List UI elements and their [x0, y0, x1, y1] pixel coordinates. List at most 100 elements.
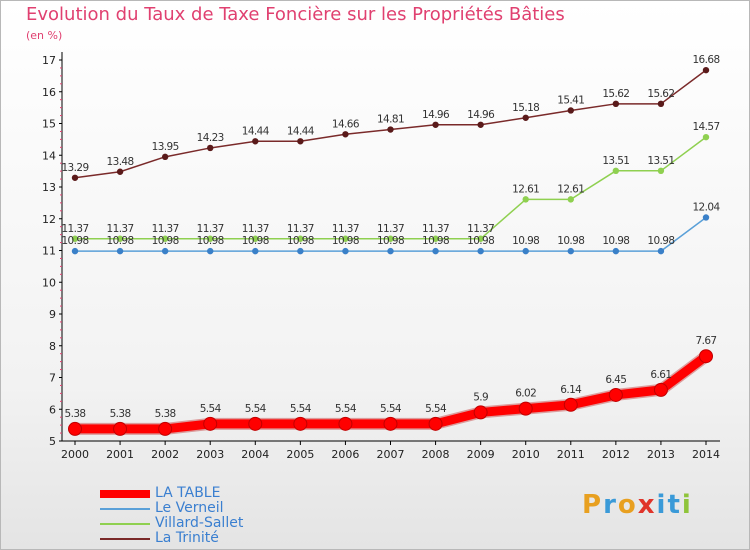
data-label-villard-sallet: 13.51	[602, 155, 629, 167]
data-point-la-trinit-	[162, 154, 168, 160]
x-tick-label: 2006	[331, 448, 359, 461]
legend-label-villard-sallet: Villard-Sallet	[155, 515, 243, 531]
data-point-la-trinit-	[117, 169, 123, 175]
x-tick-label: 2008	[422, 448, 450, 461]
data-label-villard-sallet: 11.37	[242, 223, 269, 235]
data-label-la-table: 5.54	[200, 403, 222, 415]
data-label-la-trinit-: 13.95	[152, 141, 179, 153]
data-point-la-trinit-	[703, 67, 709, 73]
data-point-villard-sallet	[703, 134, 709, 140]
data-label-le-verneil: 10.98	[197, 235, 224, 247]
y-tick-label: 13	[42, 181, 56, 194]
data-label-la-table: 5.38	[155, 408, 176, 420]
data-label-le-verneil: 10.98	[647, 235, 674, 247]
y-tick-label: 17	[42, 54, 56, 67]
data-label-la-table: 5.54	[335, 403, 357, 415]
logo-letter: P	[582, 490, 603, 520]
y-tick-label: 7	[49, 372, 56, 385]
data-label-villard-sallet: 12.61	[557, 183, 584, 195]
x-tick-label: 2011	[557, 448, 585, 461]
data-label-la-table: 6.14	[560, 384, 582, 396]
data-label-le-verneil: 10.98	[602, 235, 629, 247]
data-label-la-table: 6.45	[605, 374, 626, 386]
data-label-villard-sallet: 11.37	[152, 223, 179, 235]
logo-letter: o	[618, 490, 638, 520]
logo-letter: x	[638, 490, 657, 520]
data-label-la-trinit-: 14.44	[287, 125, 315, 137]
data-point-la-table	[654, 383, 667, 396]
data-label-villard-sallet: 11.37	[467, 223, 494, 235]
logo-letter: t	[667, 490, 681, 520]
data-label-villard-sallet: 11.37	[377, 223, 404, 235]
data-point-la-table	[114, 422, 127, 435]
data-point-le-verneil	[477, 248, 483, 254]
logo-letter: i	[682, 490, 693, 520]
logo-letter: r	[603, 490, 618, 520]
data-label-la-trinit-: 16.68	[692, 54, 719, 66]
data-label-la-trinit-: 14.66	[332, 118, 360, 130]
data-point-la-table	[700, 350, 713, 363]
data-point-le-verneil	[72, 248, 78, 254]
data-label-villard-sallet: 12.61	[512, 183, 539, 195]
data-label-la-trinit-: 13.29	[61, 162, 88, 174]
data-point-le-verneil	[387, 248, 393, 254]
legend-swatch-le-verneil	[100, 508, 150, 510]
data-point-la-table	[474, 406, 487, 419]
data-label-le-verneil: 10.98	[61, 235, 88, 247]
y-tick-label: 11	[42, 245, 56, 258]
data-point-la-table	[159, 422, 172, 435]
data-point-le-verneil	[162, 248, 168, 254]
data-point-la-trinit-	[568, 107, 574, 113]
x-tick-label: 2010	[512, 448, 540, 461]
data-point-la-trinit-	[342, 131, 348, 137]
line-chart: 5678910111213141516172000 2001 2002 2003 200…	[0, 0, 750, 550]
data-point-la-trinit-	[477, 122, 483, 128]
data-label-la-trinit-: 14.81	[377, 114, 404, 126]
data-label-la-table: 5.54	[245, 403, 267, 415]
data-point-la-table	[429, 417, 442, 430]
data-label-la-trinit-: 15.18	[512, 102, 539, 114]
data-label-le-verneil: 10.98	[287, 235, 314, 247]
legend-label-la-trinite: La Trinité	[155, 530, 219, 546]
x-tick-label: 2000	[61, 448, 89, 461]
data-point-la-table	[204, 417, 217, 430]
y-tick-label: 8	[49, 340, 56, 353]
data-label-le-verneil: 10.98	[467, 235, 494, 247]
data-label-la-table: 5.9	[473, 391, 488, 403]
data-label-le-verneil: 12.04	[692, 201, 720, 213]
data-label-la-table: 7.67	[696, 335, 717, 347]
data-label-villard-sallet: 11.37	[197, 223, 224, 235]
y-tick-label: 12	[42, 213, 56, 226]
data-label-le-verneil: 10.98	[332, 235, 359, 247]
data-label-la-table: 5.54	[425, 403, 447, 415]
data-label-villard-sallet: 11.37	[287, 223, 314, 235]
data-label-villard-sallet: 11.37	[332, 223, 359, 235]
legend-label-la-table: LA TABLE	[155, 485, 220, 501]
data-label-le-verneil: 10.98	[377, 235, 404, 247]
y-tick-label: 5	[49, 435, 56, 448]
x-tick-label: 2004	[241, 448, 269, 461]
data-point-la-table	[609, 388, 622, 401]
data-point-la-trinit-	[613, 101, 619, 107]
data-label-la-trinit-: 13.48	[107, 156, 134, 168]
data-label-le-verneil: 10.98	[152, 235, 179, 247]
legend-swatch-la-table	[100, 490, 150, 498]
data-label-la-table: 5.38	[110, 408, 131, 420]
data-point-la-trinit-	[523, 115, 529, 121]
x-tick-label: 2012	[602, 448, 630, 461]
data-label-la-trinit-: 14.96	[422, 109, 450, 121]
legend-swatch-villard-sallet	[100, 523, 150, 525]
data-label-la-trinit-: 14.44	[242, 125, 270, 137]
data-point-le-verneil	[703, 214, 709, 220]
data-point-la-trinit-	[297, 138, 303, 144]
data-label-la-trinit-: 15.62	[602, 88, 629, 100]
data-point-villard-sallet	[658, 168, 664, 174]
data-point-le-verneil	[297, 248, 303, 254]
y-tick-label: 14	[42, 149, 56, 162]
data-point-la-table	[69, 422, 82, 435]
data-point-la-trinit-	[252, 138, 258, 144]
data-label-le-verneil: 10.98	[242, 235, 269, 247]
data-point-le-verneil	[342, 248, 348, 254]
data-point-la-table	[249, 417, 262, 430]
data-point-la-table	[564, 398, 577, 411]
